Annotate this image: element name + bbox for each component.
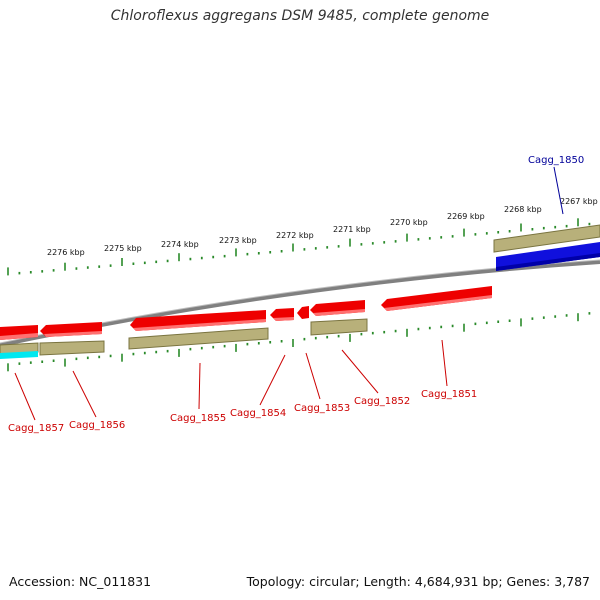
kbp-label: 2276 kbp bbox=[47, 248, 85, 257]
kbp-label: 2267 kbp bbox=[560, 197, 598, 206]
topology-summary: Topology: circular; Length: 4,684,931 bp… bbox=[246, 574, 590, 589]
kbp-label: 2272 kbp bbox=[276, 231, 314, 240]
gene-feature-cagg-1850-cds[interactable] bbox=[493, 224, 600, 253]
leader-line bbox=[72, 370, 97, 418]
leader-line bbox=[305, 352, 321, 400]
inner-scale bbox=[7, 312, 591, 372]
gene-feature-cagg-1851-shade bbox=[384, 295, 492, 311]
gene-feature-cagg-1855-shade bbox=[133, 319, 266, 331]
leader-line bbox=[198, 362, 201, 410]
gene-label-cagg-1854[interactable]: Cagg_1854 bbox=[230, 408, 286, 419]
kbp-label: 2273 kbp bbox=[219, 236, 257, 245]
gene-label-cagg-1855[interactable]: Cagg_1855 bbox=[170, 413, 226, 424]
gene-feature-cagg-1852-shade bbox=[313, 309, 365, 316]
cds-feature-cagg-1852[interactable] bbox=[310, 318, 368, 336]
leader-line bbox=[341, 349, 379, 394]
leader-line bbox=[259, 354, 286, 406]
accession-label: Accession: bbox=[9, 574, 76, 589]
label-leader-lines bbox=[14, 339, 448, 421]
cds-feature-cagg-1856[interactable] bbox=[39, 340, 105, 356]
gene-label-cagg-1850[interactable]: Cagg_1850 bbox=[528, 155, 584, 166]
leader-line bbox=[553, 166, 564, 215]
kbp-label: 2275 kbp bbox=[104, 244, 142, 253]
gene-feature-cagg-1850-shade bbox=[496, 253, 600, 271]
kbp-label: 2269 kbp bbox=[447, 212, 485, 221]
gene-label-cagg-1856[interactable]: Cagg_1856 bbox=[69, 420, 125, 431]
leader-line bbox=[14, 372, 36, 421]
gene-feature-cagg-1854-shade bbox=[273, 317, 294, 321]
kbp-label: 2268 kbp bbox=[504, 205, 542, 214]
leader-line bbox=[441, 339, 448, 387]
gene-label-cagg-1853[interactable]: Cagg_1853 bbox=[294, 403, 350, 414]
accession-number: NC_011831 bbox=[79, 574, 152, 589]
kbp-label: 2271 kbp bbox=[333, 225, 371, 234]
outer-scale bbox=[7, 218, 591, 276]
gene-label-cagg-1852[interactable]: Cagg_1852 bbox=[354, 396, 410, 407]
gene-feature-cagg-1855[interactable] bbox=[130, 310, 266, 331]
gene-feature-cagg-1851[interactable] bbox=[381, 286, 492, 311]
kbp-label: 2274 kbp bbox=[161, 240, 199, 249]
kbp-label-group: 2276 kbp 2275 kbp 2274 kbp 2273 kbp 2272… bbox=[47, 197, 598, 257]
genome-title: Chloroflexus aggregans DSM 9485, complet… bbox=[110, 8, 490, 24]
gene-feature-cagg-1853[interactable] bbox=[297, 306, 309, 319]
accession-footer: Accession: NC_011831 bbox=[9, 574, 151, 589]
gene-feature-cagg-1856-shade bbox=[44, 331, 102, 337]
special-feature-cagg-1857[interactable] bbox=[0, 351, 38, 359]
gene-label-cagg-1857[interactable]: Cagg_1857 bbox=[8, 423, 64, 434]
gene-feature-cagg-1857-shade bbox=[0, 333, 38, 340]
gene-label-cagg-1851[interactable]: Cagg_1851 bbox=[421, 389, 477, 400]
cds-feature-cagg-1855[interactable] bbox=[128, 327, 269, 350]
kbp-label: 2270 kbp bbox=[390, 218, 428, 227]
